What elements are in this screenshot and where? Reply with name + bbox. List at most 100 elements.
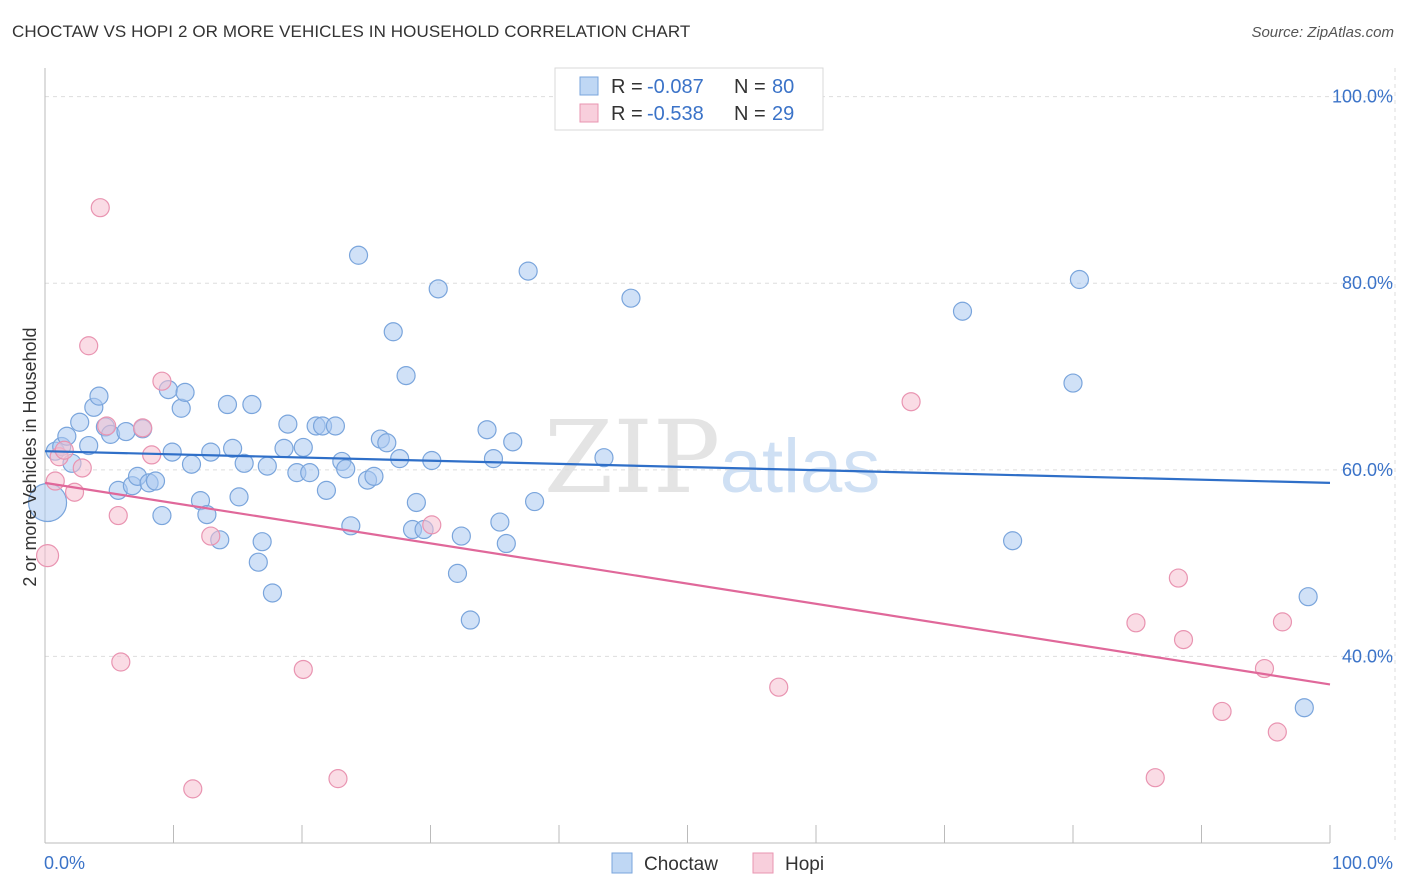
choctaw-point — [242, 394, 262, 415]
x-tick-label-min: 0.0% — [44, 853, 85, 873]
choctaw-point — [116, 421, 136, 442]
choctaw-point — [390, 449, 410, 469]
choctaw-point — [1003, 531, 1023, 551]
hopi-point — [328, 769, 348, 789]
chart-title: CHOCTAW VS HOPI 2 OR MORE VEHICLES IN HO… — [12, 22, 691, 41]
choctaw-point — [316, 480, 337, 500]
hopi-point — [111, 652, 131, 672]
choctaw-point — [518, 261, 538, 281]
legend-n-value-choctaw: 80 — [772, 76, 794, 98]
y-tick-labels: 40.0% 60.0% 80.0% 100.0% — [1332, 87, 1393, 667]
legend-swatch-choctaw — [579, 76, 599, 96]
choctaw-point — [383, 322, 403, 342]
hopi-point — [45, 471, 65, 491]
choctaw-point — [1294, 698, 1314, 718]
choctaw-point — [162, 442, 182, 462]
choctaw-point — [252, 532, 272, 552]
watermark-atlas: atlas — [720, 424, 881, 509]
hopi-point — [72, 458, 92, 478]
y-tick-label: 60.0% — [1342, 460, 1393, 480]
choctaw-point — [79, 435, 99, 456]
choctaw-point — [1063, 373, 1083, 393]
choctaw-point — [621, 288, 641, 308]
legend-n-label-hopi: N = — [734, 103, 766, 125]
source-credit: Source: ZipAtlas.com — [1251, 24, 1394, 41]
choctaw-point — [406, 492, 426, 513]
legend-swatch-hopi — [579, 103, 599, 123]
series-legend: Choctaw Hopi — [611, 852, 824, 875]
hopi-point — [133, 418, 153, 438]
choctaw-point — [89, 386, 109, 406]
choctaw-point — [1069, 269, 1090, 290]
hopi-point — [54, 440, 74, 460]
choctaw-point — [145, 471, 166, 491]
choctaw-point — [952, 301, 973, 321]
legend-r-label-hopi: R = — [611, 103, 643, 125]
x-tick-labels: 0.0% 100.0% — [44, 853, 1393, 873]
choctaw-point — [594, 448, 614, 468]
hopi-point — [1168, 568, 1188, 588]
choctaw-point — [293, 437, 313, 458]
choctaw-point — [300, 463, 320, 483]
choctaw-point — [152, 505, 172, 526]
hopi-point — [152, 371, 172, 391]
choctaw-point — [274, 438, 294, 458]
hopi-point — [1212, 701, 1232, 722]
choctaw-point — [451, 526, 471, 546]
bottom-legend-swatch-hopi — [752, 852, 774, 874]
trend-lines — [44, 450, 1331, 686]
hopi-points — [35, 198, 1293, 799]
choctaw-point — [181, 454, 202, 474]
choctaw-point — [234, 453, 254, 473]
hopi-point — [1272, 612, 1293, 632]
legend-n-label-choctaw: N = — [734, 76, 766, 98]
hopi-point — [97, 416, 117, 436]
hopi-point — [1267, 722, 1287, 742]
choctaw-point — [171, 398, 191, 418]
x-tick-label-max: 100.0% — [1332, 853, 1393, 873]
choctaw-point — [257, 456, 277, 476]
y-axis-label: 2 or more Vehicles in Household — [20, 327, 40, 586]
choctaw-point — [217, 394, 238, 415]
y-tick-label: 100.0% — [1332, 87, 1393, 107]
legend-r-value-hopi: -0.538 — [647, 103, 704, 125]
choctaw-point — [262, 583, 283, 603]
choctaw-point — [325, 416, 346, 436]
choctaw-point — [197, 505, 217, 525]
legend-n-value-hopi: 29 — [772, 103, 794, 125]
choctaw-point — [396, 366, 416, 386]
hopi-point — [183, 779, 203, 799]
hopi-point — [422, 515, 442, 535]
choctaw-point — [229, 487, 249, 507]
choctaw-trend-line — [44, 450, 1331, 484]
choctaw-point — [377, 433, 397, 453]
watermark-zip: ZIP — [544, 399, 720, 516]
choctaw-point — [223, 438, 243, 458]
bottom-legend-label-hopi: Hopi — [785, 854, 824, 875]
hopi-point — [201, 526, 221, 546]
choctaw-point — [364, 466, 384, 486]
choctaw-point — [336, 459, 356, 479]
y-tick-label: 40.0% — [1342, 646, 1393, 666]
choctaw-point — [503, 432, 523, 452]
choctaw-point — [201, 442, 221, 462]
choctaw-point — [175, 382, 195, 402]
choctaw-point — [278, 414, 298, 434]
choctaw-point — [248, 552, 268, 572]
hopi-point — [1145, 768, 1165, 788]
choctaw-point — [1298, 587, 1318, 607]
hopi-point — [1173, 630, 1194, 650]
choctaw-point — [524, 491, 545, 512]
choctaw-point — [348, 245, 369, 265]
hopi-point — [1126, 613, 1146, 633]
hopi-point — [108, 505, 128, 526]
choctaw-point — [490, 512, 510, 532]
bottom-legend-swatch-choctaw — [611, 852, 633, 874]
bottom-legend-label-choctaw: Choctaw — [644, 854, 718, 875]
choctaw-point — [447, 563, 468, 583]
choctaw-point — [483, 449, 504, 469]
axes — [44, 68, 1331, 844]
choctaw-point — [428, 279, 448, 299]
hopi-point — [769, 677, 789, 697]
